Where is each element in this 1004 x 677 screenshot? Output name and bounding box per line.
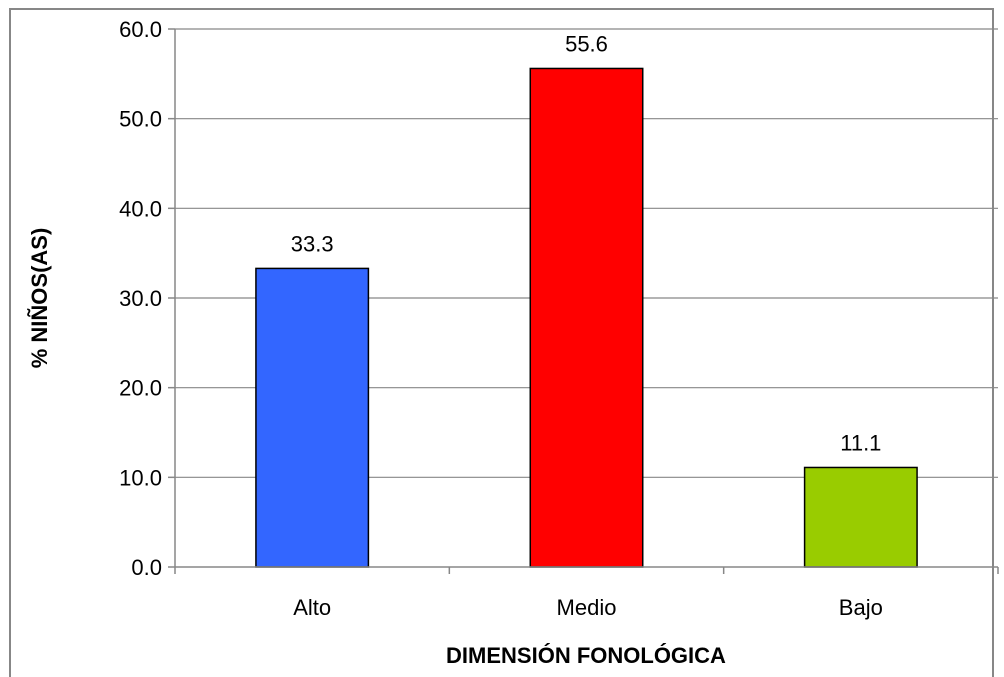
data-labels: 33.3 55.6 11.1 (291, 31, 882, 455)
x-axis-title: DIMENSIÓN FONOLÓGICA (446, 643, 726, 668)
y-axis-title: % NIÑOS(AS) (27, 228, 52, 369)
bar-alto (255, 267, 370, 568)
y-tick-label: 60.0 (119, 17, 162, 42)
bar-medio (529, 67, 644, 568)
x-tick-label: Medio (557, 595, 617, 620)
y-tick-label: 10.0 (119, 465, 162, 490)
y-tick-labels: 0.0 10.0 20.0 30.0 40.0 50.0 60.0 (119, 17, 162, 580)
bar-bajo (803, 466, 918, 568)
bars (255, 67, 918, 568)
y-tick-label: 30.0 (119, 286, 162, 311)
data-label: 55.6 (565, 31, 608, 56)
data-label: 11.1 (840, 430, 881, 455)
y-tick-label: 40.0 (119, 196, 162, 221)
y-tick-label: 0.0 (131, 555, 162, 580)
y-tick-label: 50.0 (119, 107, 162, 132)
x-tick-label: Bajo (839, 595, 883, 620)
axes (168, 28, 999, 574)
y-tick-label: 20.0 (119, 376, 162, 401)
x-tick-labels: Alto Medio Bajo (293, 595, 883, 620)
x-tick-label: Alto (293, 595, 331, 620)
data-label: 33.3 (291, 231, 334, 256)
